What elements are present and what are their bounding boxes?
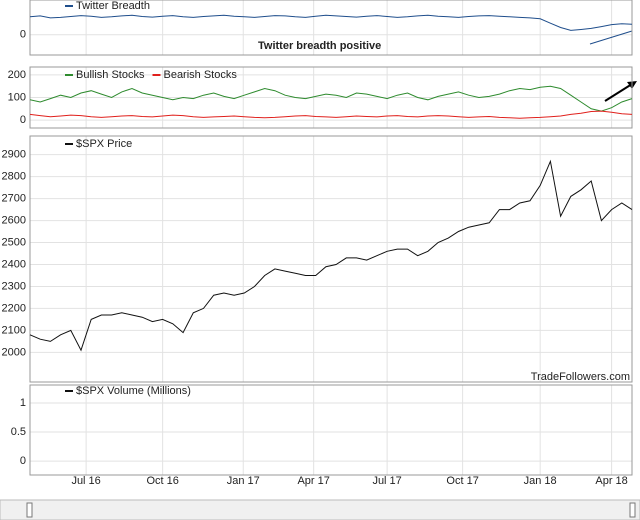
y-tick-label: 100 [8, 91, 26, 103]
y-tick-label: 0 [20, 114, 26, 126]
x-tick-label: Apr 18 [595, 475, 627, 487]
y-tick-label: 2900 [2, 149, 26, 161]
panel-frame [29, 0, 633, 56]
y-tick-label: 2400 [2, 258, 26, 270]
panel-frame [29, 384, 633, 476]
legend-label: Bearish Stocks [163, 69, 237, 81]
y-tick-label: 2700 [2, 193, 26, 205]
y-tick-label: 2100 [2, 324, 26, 336]
scroll-handle[interactable] [26, 502, 33, 518]
x-tick-label: Jan 18 [524, 475, 557, 487]
y-tick-label: 0 [20, 29, 26, 41]
scroll-handle[interactable] [629, 502, 636, 518]
y-tick-label: 2300 [2, 280, 26, 292]
x-tick-label: Jul 16 [71, 475, 100, 487]
y-tick-label: 0.5 [11, 426, 26, 438]
legend-label: Twitter Breadth [76, 0, 150, 12]
annotation: Twitter breadth positive [258, 40, 381, 52]
panel-frame [29, 66, 633, 129]
y-tick-label: 2600 [2, 214, 26, 226]
series-line [29, 85, 633, 112]
y-tick-label: 1 [20, 397, 26, 409]
legend-label: $SPX Volume (Millions) [76, 385, 191, 397]
series-line [29, 159, 633, 352]
y-tick-label: 0 [20, 455, 26, 467]
watermark: TradeFollowers.com [531, 371, 630, 383]
trend-line [589, 30, 633, 45]
y-tick-label: 200 [8, 69, 26, 81]
series-line [29, 14, 633, 31]
arrow [604, 83, 633, 102]
y-tick-label: 2200 [2, 302, 26, 314]
x-tick-label: Jul 17 [372, 475, 401, 487]
x-tick-label: Apr 17 [297, 475, 329, 487]
panel-frame [29, 135, 633, 383]
scrollbar[interactable] [0, 499, 640, 520]
x-tick-label: Oct 16 [146, 475, 178, 487]
y-tick-label: 2000 [2, 346, 26, 358]
y-tick-label: 2500 [2, 236, 26, 248]
legend-label: Bullish Stocks [76, 69, 145, 81]
series-line [29, 110, 633, 119]
x-tick-label: Oct 17 [446, 475, 478, 487]
x-tick-label: Jan 17 [227, 475, 260, 487]
y-tick-label: 2800 [2, 171, 26, 183]
legend-label: $SPX Price [76, 138, 132, 150]
